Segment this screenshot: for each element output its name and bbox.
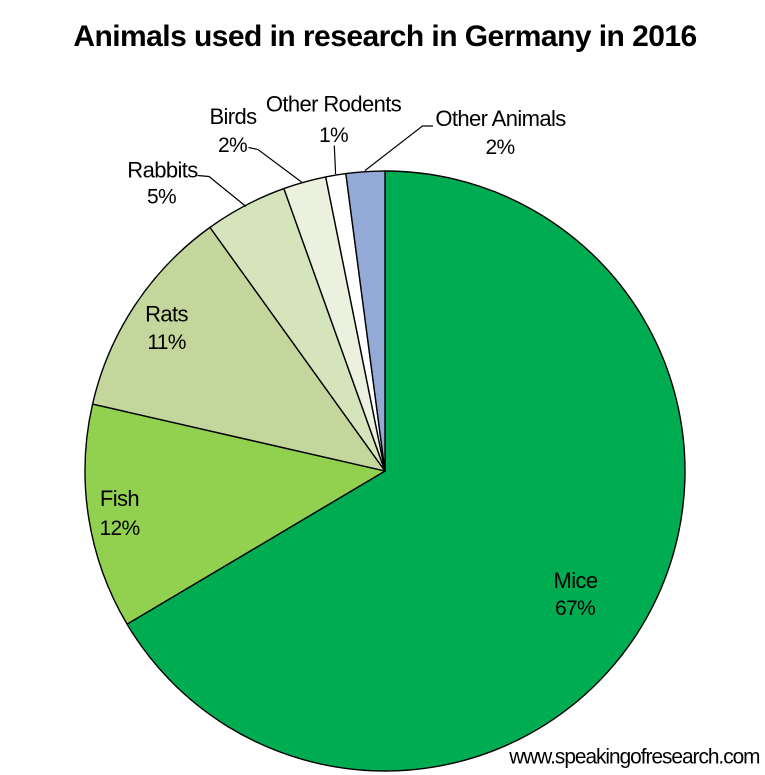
svg-text:Birds: Birds — [209, 104, 257, 129]
svg-text:Fish: Fish — [100, 486, 139, 511]
svg-text:Animals used in research in Ge: Animals used in research in Germany in 2… — [73, 20, 696, 53]
svg-text:www.speakingofresearch.com: www.speakingofresearch.com — [508, 746, 759, 769]
svg-text:Other Rodents: Other Rodents — [266, 92, 402, 117]
svg-text:67%: 67% — [555, 597, 595, 620]
svg-text:12%: 12% — [100, 517, 140, 540]
svg-text:5%: 5% — [147, 186, 176, 209]
svg-text:Rabbits: Rabbits — [127, 158, 198, 183]
svg-text:1%: 1% — [319, 124, 348, 147]
svg-text:2%: 2% — [486, 136, 515, 159]
svg-text:Mice: Mice — [553, 568, 597, 593]
svg-text:2%: 2% — [218, 134, 247, 157]
svg-text:Rats: Rats — [145, 302, 188, 327]
svg-text:11%: 11% — [147, 331, 185, 354]
svg-text:Other Animals: Other Animals — [435, 106, 566, 131]
